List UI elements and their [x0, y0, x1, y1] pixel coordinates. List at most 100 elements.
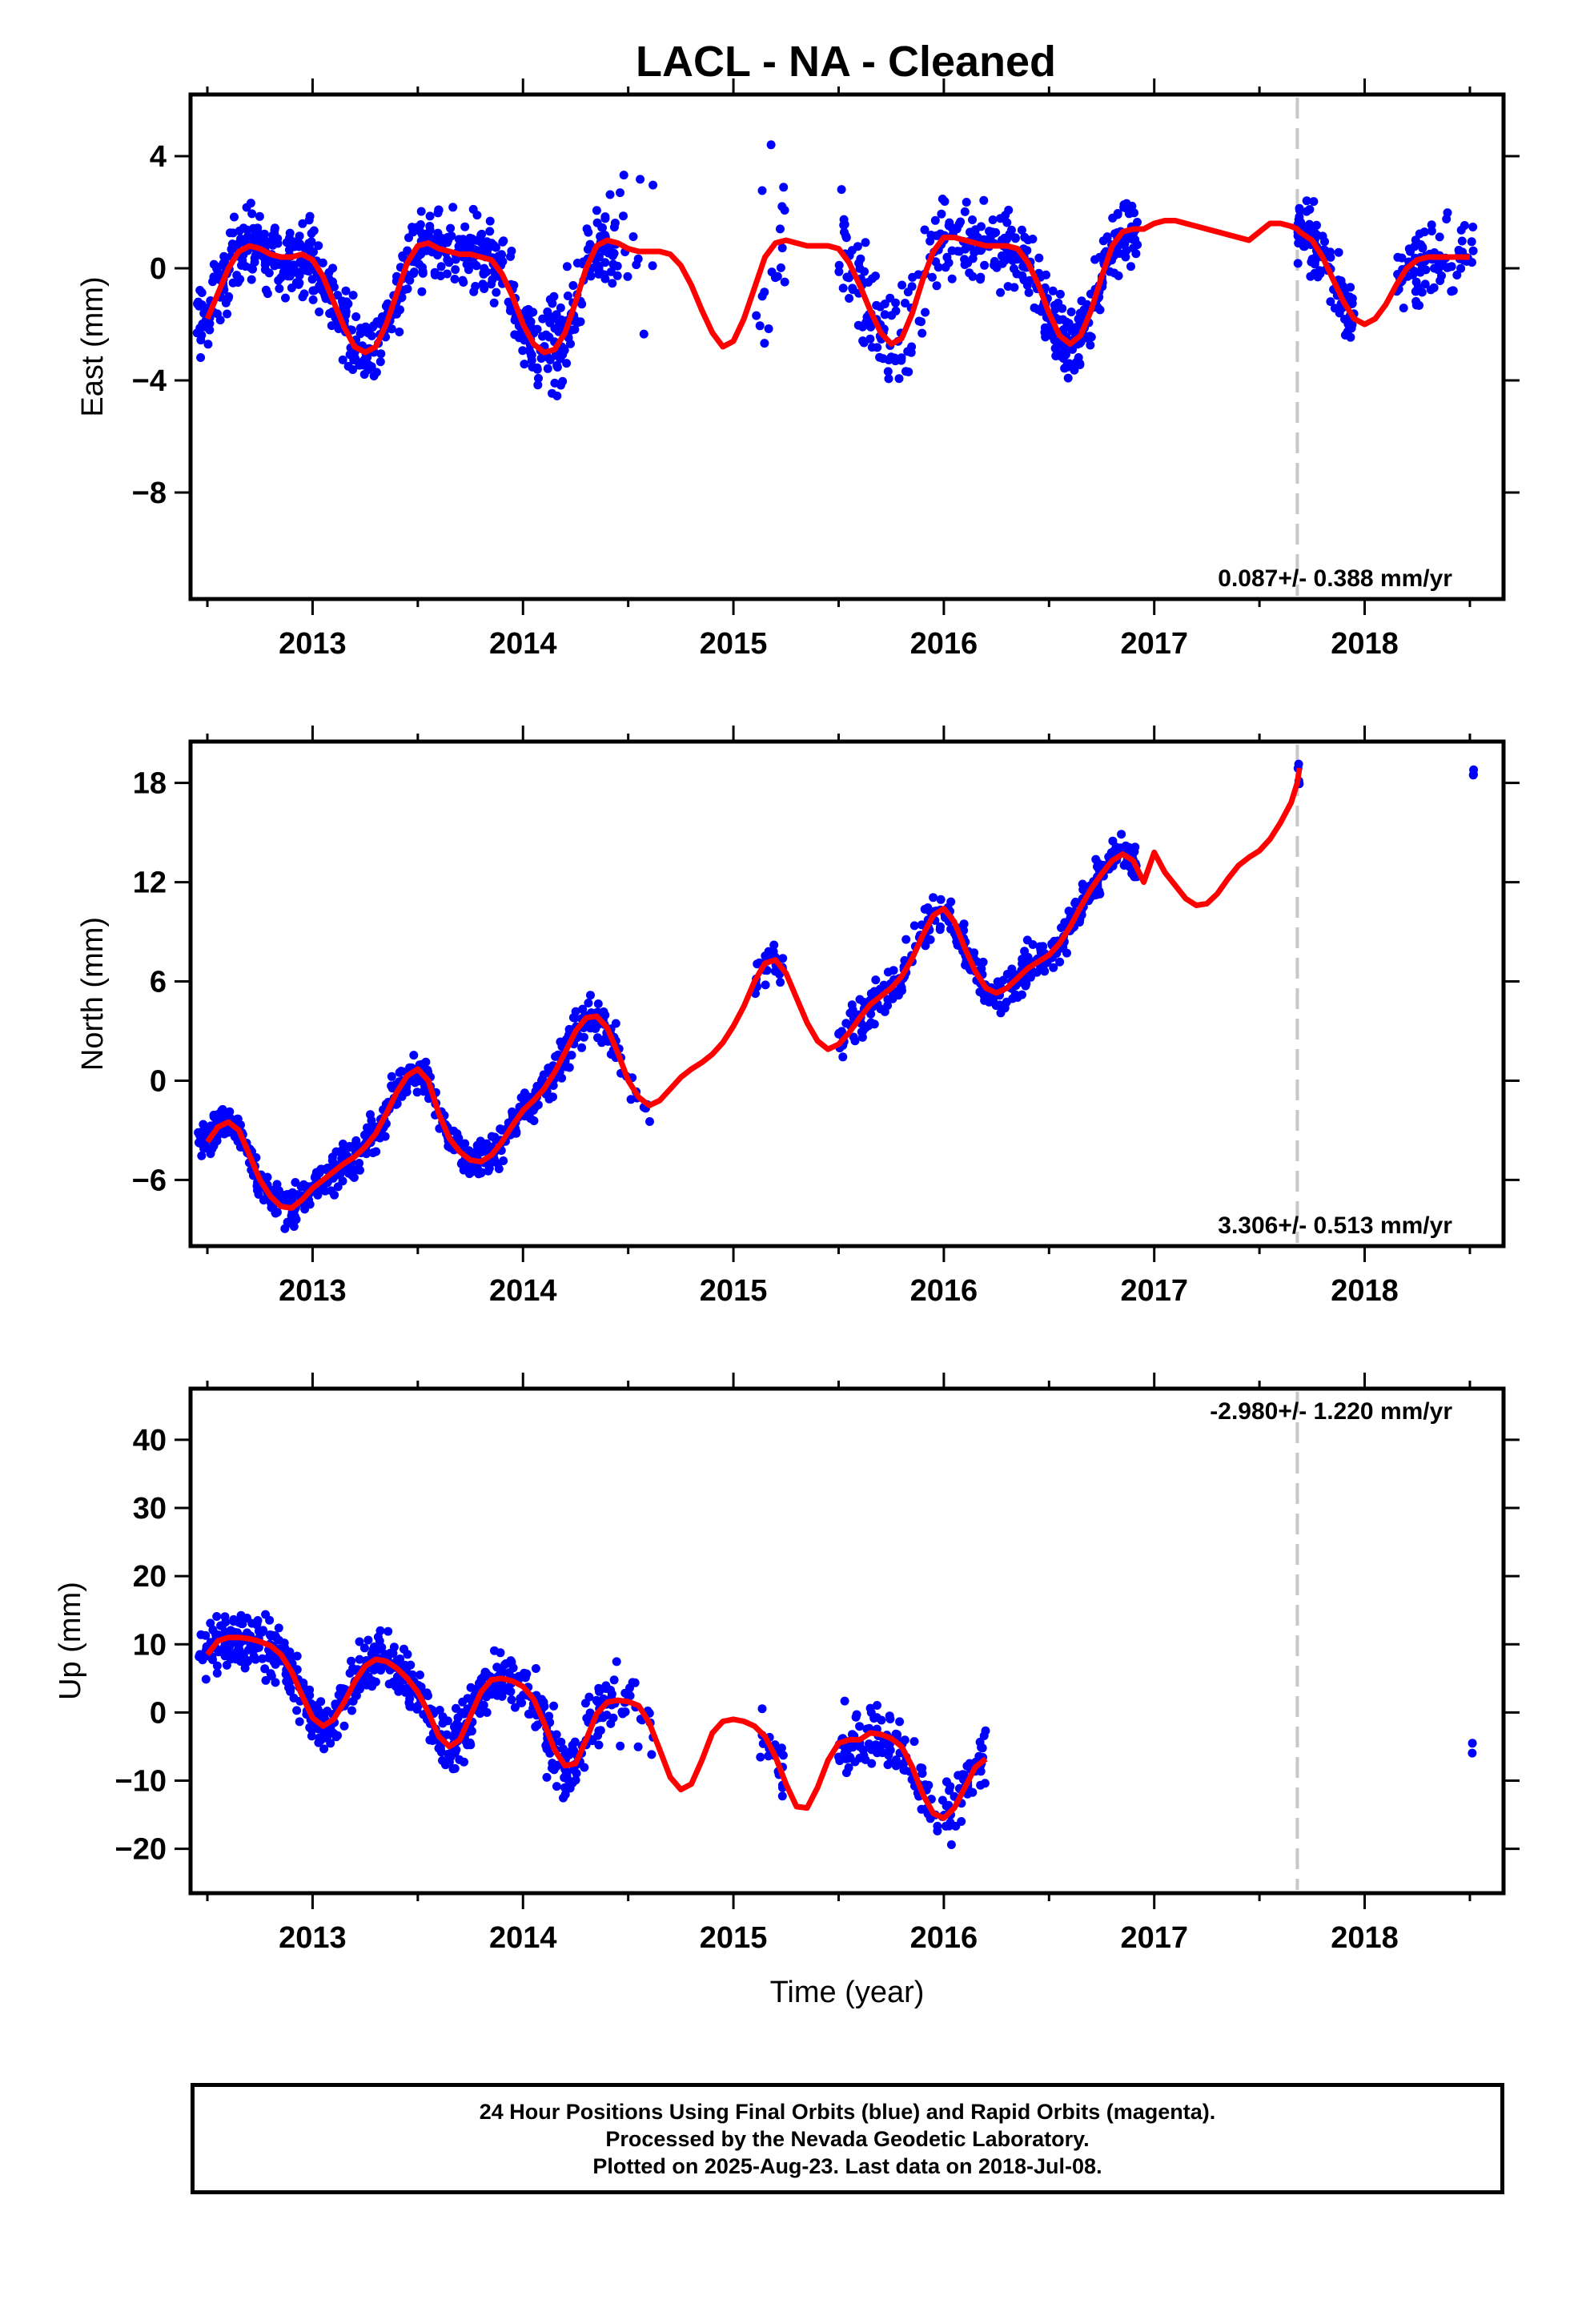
- data-point: [194, 1128, 203, 1137]
- y-tick-label: −6: [132, 1164, 167, 1197]
- data-point: [1018, 271, 1027, 280]
- data-point: [1411, 0, 1420, 5]
- data-point: [1299, 0, 1307, 5]
- data-point: [1295, 0, 1304, 5]
- data-point: [1408, 0, 1417, 5]
- data-point: [1423, 0, 1431, 5]
- data-point: [1126, 262, 1135, 271]
- data-point: [1435, 0, 1444, 5]
- data-point: [1443, 0, 1452, 5]
- data-point: [909, 1737, 919, 1747]
- data-point: [1427, 0, 1435, 5]
- data-point: [1404, 0, 1413, 5]
- data-point: [1330, 0, 1339, 5]
- data-point: [1419, 0, 1428, 5]
- data-point: [542, 1772, 552, 1782]
- data-point: [471, 282, 480, 291]
- data-point: [1099, 0, 1108, 5]
- data-point: [243, 231, 252, 241]
- data-point: [396, 1067, 406, 1076]
- data-point: [1420, 0, 1429, 5]
- data-point: [1072, 0, 1081, 5]
- data-point: [359, 356, 367, 366]
- data-point: [1307, 0, 1316, 5]
- data-point: [363, 365, 373, 375]
- data-point: [1034, 0, 1042, 5]
- data-point: [1343, 0, 1351, 5]
- data-point: [1309, 197, 1319, 207]
- data-point: [1428, 0, 1437, 5]
- data-point: [1337, 0, 1346, 5]
- data-point: [1055, 351, 1065, 360]
- data-point: [901, 299, 909, 308]
- data-point: [1030, 0, 1038, 5]
- data-point: [1410, 242, 1419, 251]
- data-point: [569, 1746, 579, 1755]
- data-point: [533, 1720, 542, 1730]
- data-point: [1324, 0, 1333, 5]
- data-point: [518, 346, 528, 356]
- data-point: [1058, 0, 1067, 5]
- data-point: [1459, 0, 1468, 5]
- data-point: [1409, 0, 1418, 5]
- data-point: [935, 925, 945, 935]
- data-point: [1340, 0, 1349, 5]
- data-point: [1407, 0, 1416, 5]
- data-point: [1333, 0, 1342, 5]
- data-point: [1435, 0, 1443, 5]
- data-point: [1340, 0, 1349, 5]
- data-point: [1000, 0, 1009, 5]
- data-point: [1468, 1739, 1477, 1748]
- data-point: [1343, 0, 1351, 5]
- data-point: [1023, 0, 1032, 5]
- data-point: [497, 1691, 507, 1701]
- data-point: [1006, 0, 1014, 5]
- data-point: [403, 246, 412, 255]
- data-point: [1102, 0, 1110, 5]
- data-point: [507, 247, 516, 255]
- data-point: [589, 263, 599, 272]
- data-point: [299, 289, 309, 299]
- data-point: [779, 183, 789, 192]
- data-point: [1074, 0, 1083, 5]
- data-point: [1464, 0, 1473, 5]
- data-point: [1347, 0, 1356, 5]
- data-point: [962, 198, 971, 207]
- data-point: [1427, 227, 1436, 235]
- x-tick-label: 2016: [910, 1921, 978, 1955]
- data-point: [1113, 0, 1122, 5]
- data-point: [1050, 0, 1059, 5]
- data-point: [1430, 0, 1439, 5]
- data-point: [1296, 0, 1305, 5]
- data-point: [1459, 0, 1468, 5]
- data-point: [375, 357, 385, 367]
- data-point: [998, 975, 1008, 985]
- data-point: [1304, 0, 1313, 5]
- data-point: [869, 1019, 879, 1029]
- data-point: [1119, 0, 1128, 5]
- data-point: [1303, 0, 1312, 5]
- data-point: [1331, 0, 1340, 5]
- data-point: [1296, 0, 1305, 5]
- data-point: [552, 363, 562, 372]
- data-point: [1432, 0, 1441, 5]
- data-point: [608, 279, 617, 288]
- data-point: [1315, 0, 1323, 5]
- data-point: [1435, 0, 1443, 5]
- data-point: [1075, 359, 1085, 368]
- data-point: [1395, 0, 1403, 5]
- data-point: [351, 312, 361, 321]
- data-point: [494, 1164, 504, 1173]
- data-point: [1313, 0, 1322, 5]
- data-point: [1106, 0, 1115, 5]
- data-point: [861, 238, 870, 247]
- data-point: [1127, 0, 1136, 5]
- x-tick-label: 2015: [700, 1921, 768, 1955]
- data-point: [1329, 0, 1338, 5]
- data-point: [1421, 0, 1430, 5]
- data-point: [1319, 0, 1328, 5]
- data-point: [1306, 0, 1315, 5]
- data-point: [529, 1116, 539, 1125]
- data-point: [209, 259, 219, 269]
- data-point: [1315, 0, 1324, 5]
